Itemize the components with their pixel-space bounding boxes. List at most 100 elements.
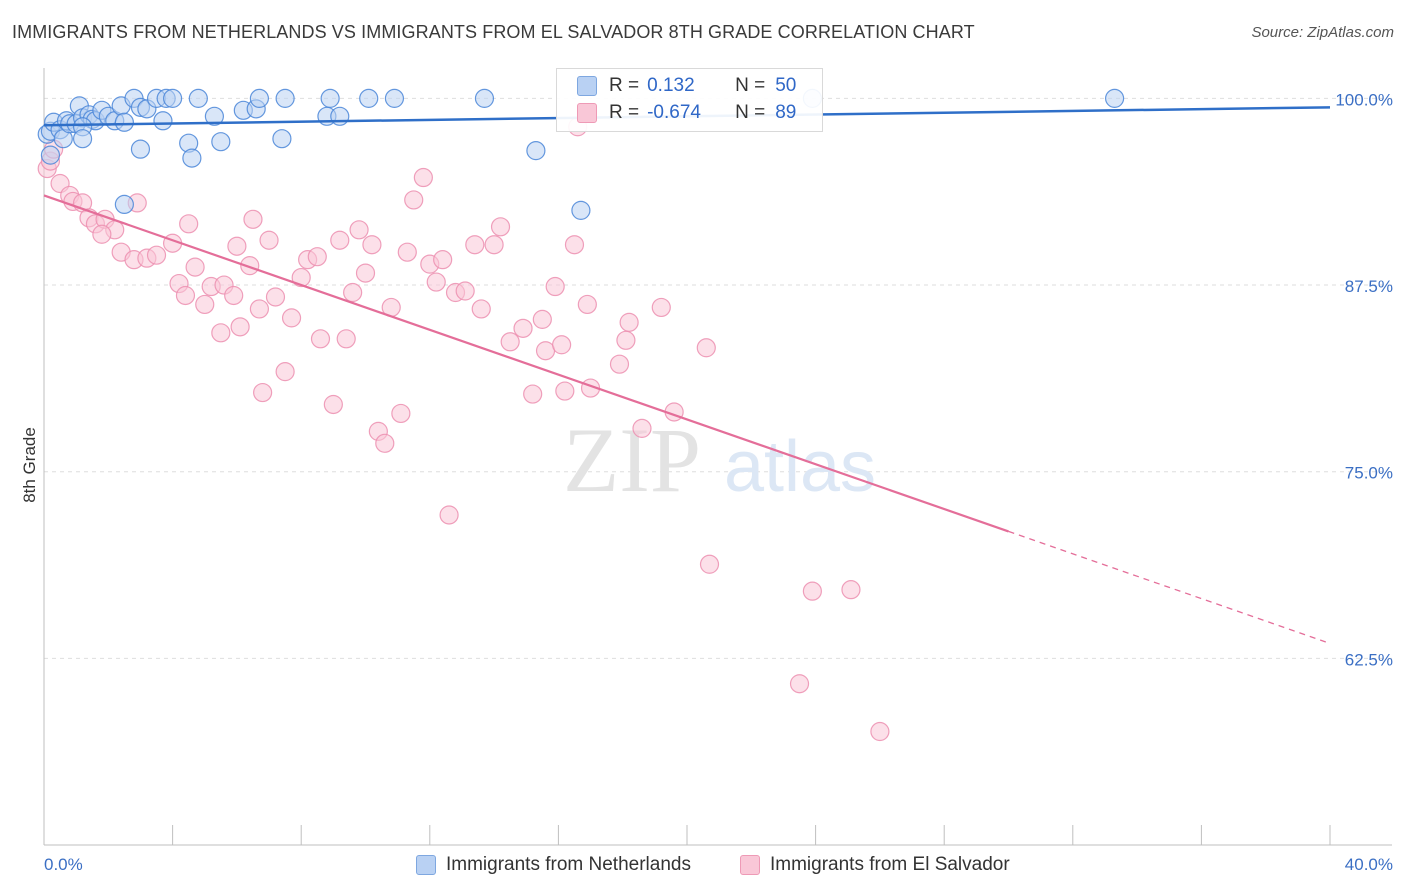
watermark-zip: ZIP	[563, 409, 701, 511]
el-salvador-point	[362, 235, 382, 255]
el-salvador-point	[275, 362, 295, 382]
el-salvador-point	[349, 220, 369, 240]
el-salvador-point	[535, 341, 556, 361]
legend-row-el-salvador: R = -0.674 N = 89	[577, 100, 796, 126]
el-salvador-point	[404, 190, 424, 210]
y-tick-label: 87.5%	[1345, 277, 1393, 296]
el-salvador-point	[249, 299, 270, 319]
netherlands-point	[275, 88, 295, 108]
el-salvador-point	[471, 299, 491, 319]
netherlands-point	[130, 139, 151, 159]
el-salvador-point	[355, 263, 376, 283]
n-label: N =	[735, 102, 766, 123]
netherlands-point	[182, 148, 202, 168]
el-salvador-point	[307, 247, 327, 267]
x-tick-label: 0.0%	[44, 855, 83, 874]
el-salvador-point	[230, 317, 250, 337]
el-salvador-trend-line	[43, 194, 1009, 533]
series-name-el-salvador: Immigrants from El Salvador	[770, 854, 1010, 875]
series-name-netherlands: Immigrants from Netherlands	[446, 854, 691, 875]
tick-labels: 100.0% 87.5% 75.0% 62.5% 0.0% 40.0%	[44, 90, 1393, 874]
el-salvador-point	[789, 674, 810, 694]
el-salvador-point	[227, 236, 247, 256]
el-salvador-point	[484, 235, 504, 255]
el-salvador-point	[870, 721, 890, 742]
trend-lines	[43, 106, 1331, 645]
el-salvador-point	[523, 384, 543, 404]
legend-row-netherlands: R = 0.132 N = 50	[577, 73, 796, 99]
el-salvador-point	[552, 335, 572, 355]
el-salvador-point	[391, 403, 411, 424]
el-salvador-point	[291, 267, 311, 288]
netherlands-point	[474, 88, 495, 108]
el-salvador-trend-extension	[1008, 530, 1331, 645]
netherlands-point	[320, 88, 340, 108]
el-salvador-point	[330, 230, 350, 250]
el-salvador-point	[253, 382, 273, 403]
n-value: 89	[775, 102, 797, 123]
netherlands-point	[571, 200, 591, 220]
el-salvador-swatch	[740, 855, 760, 875]
el-salvador-point	[265, 287, 286, 307]
netherlands-point	[272, 129, 292, 149]
y-axis-label: 8th Grade	[20, 427, 39, 503]
el-salvador-point	[397, 242, 417, 262]
el-salvador-point	[513, 318, 533, 338]
el-salvador-point	[323, 394, 343, 415]
el-salvador-point	[465, 235, 485, 255]
el-salvador-point	[310, 329, 331, 349]
netherlands-swatch	[416, 855, 436, 875]
grid-lines	[44, 97, 1392, 659]
axes	[43, 68, 1392, 846]
el-salvador-point	[243, 209, 263, 229]
el-salvador-point	[185, 257, 205, 277]
el-salvador-point	[696, 338, 716, 358]
el-salvador-point	[179, 214, 199, 234]
y-tick-label: 62.5%	[1345, 650, 1393, 669]
el-salvador-point	[413, 167, 433, 188]
el-salvador-point	[545, 276, 565, 297]
r-label: R =	[609, 75, 640, 96]
x-tick-label: 40.0%	[1345, 855, 1393, 874]
series-legend-netherlands: Immigrants from Netherlands	[416, 852, 691, 878]
y-tick-label: 75.0%	[1345, 464, 1393, 483]
r-value: -0.674	[647, 102, 701, 123]
el-salvador-point	[426, 272, 446, 292]
el-salvador-point	[651, 297, 671, 318]
netherlands-point	[114, 112, 134, 132]
pink-points	[37, 117, 890, 742]
netherlands-point	[384, 88, 405, 108]
netherlands-point	[204, 106, 224, 126]
el-salvador-point	[211, 323, 231, 343]
netherlands-point	[153, 111, 173, 131]
el-salvador-point	[564, 235, 585, 255]
el-salvador-point	[224, 285, 244, 306]
el-salvador-point	[500, 332, 520, 352]
el-salvador-point	[609, 354, 630, 374]
el-salvador-point	[336, 329, 356, 349]
el-salvador-point	[195, 294, 215, 315]
watermark-atlas: atlas	[724, 427, 876, 507]
el-salvador-point	[490, 217, 511, 237]
el-salvador-point	[616, 330, 636, 350]
stats-legend: R = 0.132 N = 50 R = -0.674 N = 89	[556, 68, 823, 132]
netherlands-point	[188, 88, 208, 108]
netherlands-point	[526, 141, 546, 161]
blue-points	[37, 88, 1125, 220]
netherlands-point	[114, 194, 134, 215]
el-salvador-point	[439, 505, 459, 525]
el-salvador-point	[577, 294, 597, 315]
el-salvador-point	[632, 418, 652, 438]
el-salvador-swatch	[577, 103, 597, 123]
series-legend-el-salvador: Immigrants from El Salvador	[740, 852, 1010, 878]
r-label: R =	[609, 102, 640, 123]
el-salvador-point	[619, 312, 639, 332]
el-salvador-point	[343, 282, 363, 303]
el-salvador-point	[281, 308, 302, 328]
netherlands-point	[1104, 88, 1125, 108]
el-salvador-point	[555, 381, 575, 401]
watermark: ZIP atlas	[563, 409, 876, 511]
el-salvador-point	[455, 281, 475, 301]
el-salvador-point	[146, 245, 167, 265]
n-value: 50	[775, 75, 797, 96]
